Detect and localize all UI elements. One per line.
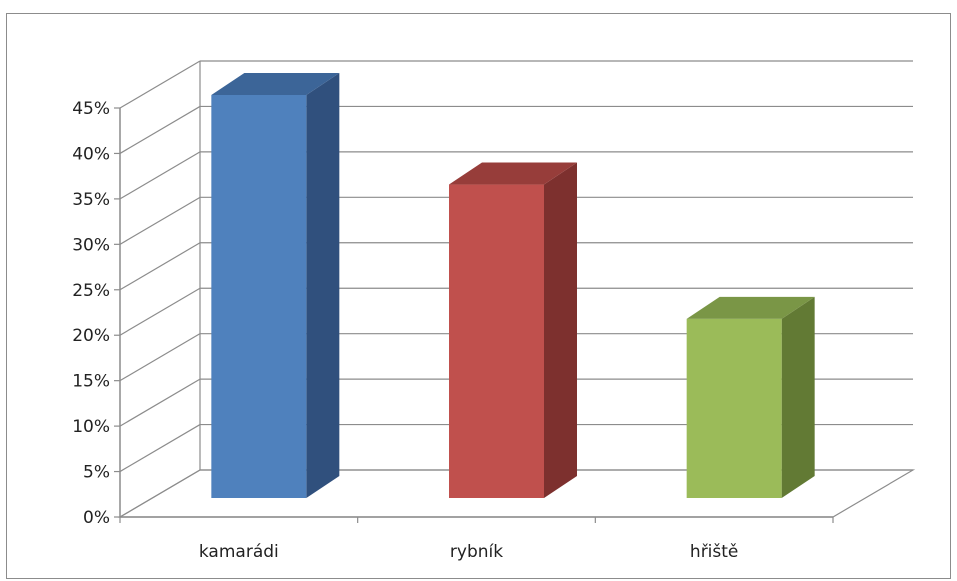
bar-side <box>544 162 577 499</box>
side-gridline <box>119 151 201 200</box>
bar-2 <box>686 296 815 498</box>
side-gridline <box>119 196 201 245</box>
side-gridline <box>119 378 201 427</box>
bar-top <box>449 162 577 185</box>
y-tick-label: 5% <box>83 463 110 483</box>
y-tick-label: 25% <box>72 281 110 301</box>
bar-side <box>306 73 340 498</box>
y-tick-label: 40% <box>72 144 110 164</box>
y-tick-label: 10% <box>72 417 110 437</box>
bar-front <box>686 318 782 498</box>
side-gridline <box>119 60 201 109</box>
x-category-label: hřiště <box>690 542 738 562</box>
y-tick-label: 0% <box>83 508 110 528</box>
bar-top <box>211 73 340 95</box>
side-gridline <box>119 469 201 518</box>
y-tick-label: 30% <box>72 235 110 255</box>
side-gridline <box>119 242 201 291</box>
bar-side <box>781 296 815 498</box>
bar-front <box>211 95 307 498</box>
side-gridline <box>119 333 201 382</box>
x-category-label: rybník <box>450 542 503 562</box>
y-tick-label: 45% <box>72 99 110 119</box>
x-category-label: kamarádi <box>199 542 279 562</box>
y-tick-label: 35% <box>72 190 110 210</box>
y-tick-labels: 0% 5% 10% 15% 20% 25% 30% 35% 40% 45% <box>72 99 110 528</box>
bar-top <box>686 296 815 319</box>
bar-0 <box>211 73 340 498</box>
axes <box>114 61 834 523</box>
side-gridline <box>119 287 201 336</box>
bars <box>211 73 815 499</box>
y-tick-label: 15% <box>72 372 110 392</box>
y-tick-label: 20% <box>72 326 110 346</box>
side-gridline <box>119 424 201 473</box>
side-gridline <box>119 105 201 154</box>
x-category-labels: kamarádi rybník hřiště <box>199 542 739 562</box>
bar-1 <box>449 162 577 499</box>
bar-front <box>449 184 544 499</box>
